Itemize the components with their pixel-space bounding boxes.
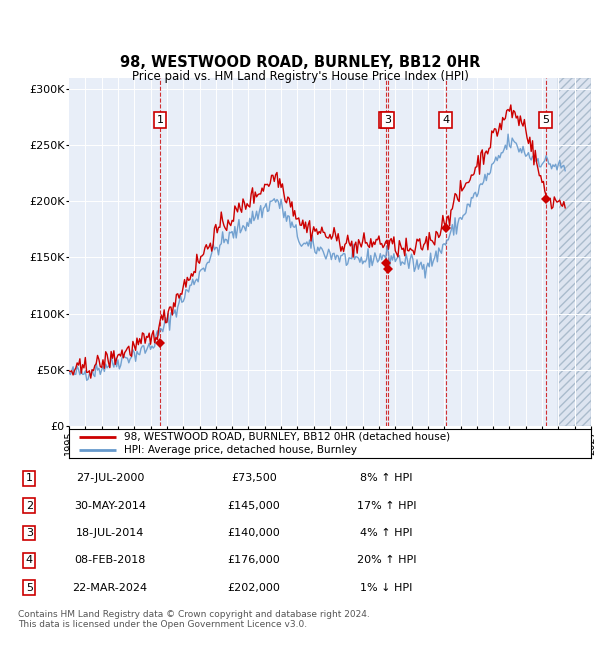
Text: 22-MAR-2024: 22-MAR-2024 (73, 582, 148, 593)
Text: 3: 3 (384, 115, 391, 125)
Text: 30-MAY-2014: 30-MAY-2014 (74, 500, 146, 511)
Bar (559, 78, 591, 426)
Text: HPI: Average price, detached house, Burnley: HPI: Average price, detached house, Burn… (124, 445, 357, 456)
Text: £140,000: £140,000 (227, 528, 280, 538)
Text: 18-JUL-2014: 18-JUL-2014 (76, 528, 144, 538)
Text: 98, WESTWOOD ROAD, BURNLEY, BB12 0HR: 98, WESTWOOD ROAD, BURNLEY, BB12 0HR (120, 55, 480, 70)
Text: 4: 4 (26, 555, 33, 566)
Text: £202,000: £202,000 (227, 582, 280, 593)
Text: 2: 2 (382, 115, 389, 125)
Text: 1: 1 (157, 115, 163, 125)
Text: Price paid vs. HM Land Registry's House Price Index (HPI): Price paid vs. HM Land Registry's House … (131, 70, 469, 83)
Bar (559, 78, 591, 426)
Text: 4% ↑ HPI: 4% ↑ HPI (360, 528, 413, 538)
Text: £73,500: £73,500 (231, 473, 277, 484)
Text: 08-FEB-2018: 08-FEB-2018 (74, 555, 146, 566)
Text: Contains HM Land Registry data © Crown copyright and database right 2024.
This d: Contains HM Land Registry data © Crown c… (18, 610, 370, 629)
Text: £176,000: £176,000 (227, 555, 280, 566)
Text: 3: 3 (26, 528, 33, 538)
Text: 27-JUL-2000: 27-JUL-2000 (76, 473, 144, 484)
Text: 5: 5 (26, 582, 33, 593)
Text: 98, WESTWOOD ROAD, BURNLEY, BB12 0HR (detached house): 98, WESTWOOD ROAD, BURNLEY, BB12 0HR (de… (124, 432, 450, 442)
Text: 1% ↓ HPI: 1% ↓ HPI (360, 582, 413, 593)
Text: 2: 2 (26, 500, 33, 511)
Text: 20% ↑ HPI: 20% ↑ HPI (356, 555, 416, 566)
Text: 8% ↑ HPI: 8% ↑ HPI (360, 473, 413, 484)
Text: 17% ↑ HPI: 17% ↑ HPI (356, 500, 416, 511)
Text: 4: 4 (442, 115, 449, 125)
Text: 5: 5 (542, 115, 549, 125)
Text: 1: 1 (26, 473, 33, 484)
Text: £145,000: £145,000 (227, 500, 280, 511)
